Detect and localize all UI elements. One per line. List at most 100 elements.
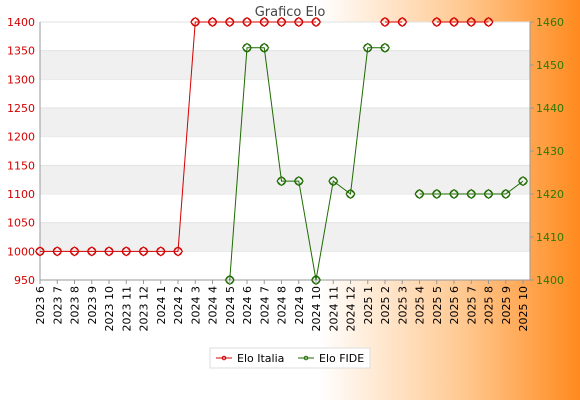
data-point-ring-elo-fide: [294, 176, 304, 186]
x-tick-label: 2024 6: [241, 286, 254, 325]
x-tick-label: 2025 6: [448, 286, 461, 325]
data-point-ring-elo-italia: [380, 17, 390, 27]
data-point-ring-elo-italia: [121, 246, 131, 256]
data-point-ring-elo-italia: [484, 17, 493, 27]
right-tick-label: 1400: [536, 274, 564, 287]
data-point-elo-fide: [224, 274, 235, 286]
data-point-elo-fide: [259, 42, 270, 53]
left-tick-label: 1100: [7, 188, 35, 201]
x-tick-label: 2025 3: [396, 286, 409, 325]
data-point-elo-italia: [397, 16, 408, 28]
data-point-ring-elo-italia: [52, 246, 62, 256]
data-point-ring-elo-fide: [415, 189, 424, 199]
data-point-elo-italia: [293, 16, 304, 28]
data-point-elo-fide: [483, 188, 494, 200]
x-tick-label: 2023 7: [51, 286, 64, 325]
data-point-elo-italia: [483, 16, 494, 28]
x-tick-label: 2024 9: [293, 286, 306, 325]
data-point-ring-elo-italia: [35, 246, 45, 256]
data-point-ring-elo-fide: [432, 189, 442, 199]
data-point-ring-elo-italia: [70, 246, 79, 256]
data-point-elo-italia: [86, 246, 97, 257]
data-point-ring-elo-fide: [466, 189, 476, 199]
left-tick-label: 1200: [7, 131, 35, 144]
grid-band: [40, 222, 530, 252]
data-point-ring-elo-italia: [156, 246, 166, 256]
data-point-elo-italia: [52, 246, 63, 257]
data-point-ring-elo-italia: [208, 17, 217, 27]
data-point-elo-italia: [121, 246, 132, 257]
left-tick-label: 1050: [7, 217, 35, 230]
x-tick-label: 2023 6: [34, 286, 47, 325]
data-point-ring-elo-italia: [277, 17, 286, 27]
data-point-ring-elo-fide: [501, 189, 511, 199]
data-point-ring-elo-italia: [242, 17, 252, 27]
x-tick-label: 2024 5: [224, 286, 237, 325]
x-tick-label: 2025 5: [431, 286, 444, 325]
right-tick-label: 1430: [536, 145, 564, 158]
x-tick-label: 2023 9: [86, 286, 99, 325]
grid-band: [40, 108, 530, 137]
x-tick-label: 2025 4: [414, 286, 427, 325]
x-tick-label: 2024 1: [155, 286, 168, 325]
x-tick-label: 2024 12: [345, 286, 358, 332]
x-tick-label: 2024 4: [207, 286, 220, 325]
right-tick-label: 1410: [536, 231, 564, 244]
data-point-elo-fide: [448, 188, 460, 200]
data-point-ring-elo-italia: [87, 246, 97, 256]
x-tick-label: 2024 11: [327, 286, 340, 332]
x-tick-label: 2024 7: [258, 286, 271, 325]
data-point-ring-elo-fide: [242, 43, 252, 53]
left-tick-label: 1150: [7, 159, 35, 172]
data-point-elo-fide: [517, 175, 529, 187]
x-tick-label: 2025 9: [500, 286, 513, 325]
x-tick-label: 2024 8: [276, 286, 289, 325]
data-point-ring-elo-fide: [380, 43, 390, 53]
left-tick-label: 1300: [7, 73, 35, 86]
x-tick-label: 2025 10: [517, 286, 530, 332]
x-tick-label: 2024 3: [189, 286, 202, 325]
x-tick-label: 2023 10: [103, 286, 116, 332]
data-point-ring-elo-fide: [259, 43, 269, 53]
data-point-ring-elo-italia: [139, 246, 148, 256]
x-tick-label: 2023 8: [69, 286, 82, 325]
data-point-ring-elo-italia: [225, 17, 235, 27]
legend-label-elo-italia: Elo Italia: [237, 352, 284, 365]
right-tick-label: 1440: [536, 102, 564, 115]
data-point-ring-elo-italia: [466, 17, 476, 27]
legend-marker-elo-italia: [221, 355, 227, 361]
data-point-elo-fide: [362, 42, 373, 53]
data-point-elo-italia: [138, 246, 149, 257]
series-line-elo-italia: [40, 21, 316, 252]
grid-band: [40, 50, 530, 80]
x-tick-label: 2023 11: [120, 286, 133, 332]
data-point-elo-italia: [155, 246, 166, 257]
data-point-elo-italia: [276, 16, 287, 28]
x-tick-label: 2023 12: [138, 286, 151, 332]
left-tick-label: 1250: [7, 102, 35, 115]
data-point-elo-italia: [224, 16, 235, 28]
data-point-ring-elo-italia: [449, 17, 459, 27]
data-point-elo-italia: [379, 16, 391, 28]
data-point-ring-elo-fide: [363, 43, 373, 53]
data-point-elo-fide: [310, 274, 322, 286]
right-tick-label: 1450: [536, 59, 564, 72]
x-tick-label: 2025 2: [379, 286, 392, 325]
data-point-ring-elo-italia: [294, 17, 304, 27]
left-tick-label: 1400: [7, 16, 35, 29]
data-point-ring-elo-italia: [397, 17, 407, 27]
data-point-elo-fide: [414, 188, 425, 200]
data-point-elo-italia: [172, 246, 184, 257]
chart-title: Grafico Elo: [255, 5, 326, 20]
data-point-ring-elo-fide: [277, 176, 286, 186]
data-point-elo-italia: [207, 16, 218, 28]
x-tick-label: 2025 1: [362, 286, 375, 325]
x-tick-label: 2024 10: [310, 286, 323, 332]
data-point-ring-elo-italia: [104, 246, 114, 256]
data-point-elo-fide: [293, 175, 304, 187]
data-point-elo-fide: [466, 188, 477, 200]
data-point-elo-italia: [448, 16, 460, 28]
data-point-elo-italia: [190, 16, 201, 28]
data-point-ring-elo-fide: [449, 189, 459, 199]
x-tick-label: 2025 7: [465, 286, 478, 325]
